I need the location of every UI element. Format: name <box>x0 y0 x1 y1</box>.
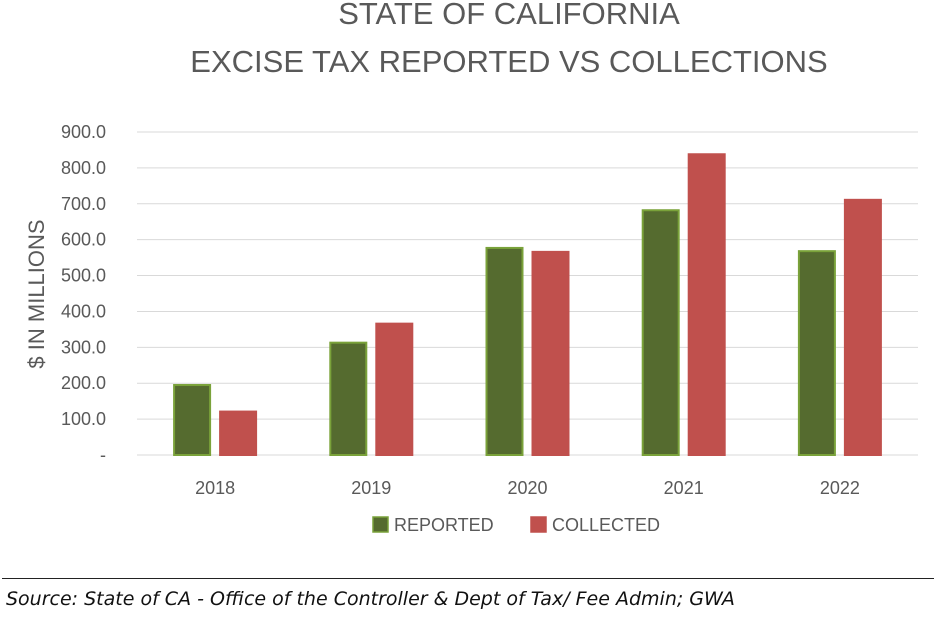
y-tick-label: 600.0 <box>61 230 106 250</box>
y-axis-title: $ IN MILLIONS <box>24 219 49 368</box>
y-tick-label: 400.0 <box>61 301 106 321</box>
y-tick-label: 200.0 <box>61 373 106 393</box>
bar-collected-2018 <box>219 410 258 456</box>
chart-title: STATE OF CALIFORNIA EXCISE TAX REPORTED V… <box>190 0 827 79</box>
bar-collected-2022 <box>843 198 882 456</box>
legend-label-collected: COLLECTED <box>552 515 660 535</box>
y-tick-label: - <box>100 445 106 465</box>
source-divider <box>2 578 934 579</box>
bar-collected-2020 <box>531 250 570 456</box>
x-tick-label: 2022 <box>820 478 860 498</box>
x-tick-label: 2018 <box>195 478 235 498</box>
source-note: Source: State of CA - Office of the Cont… <box>6 588 735 610</box>
gridlines <box>137 131 918 456</box>
y-tick-label: 900.0 <box>61 122 106 142</box>
bar-collected-2019 <box>375 322 414 456</box>
legend-swatch-reported <box>372 516 389 533</box>
x-tick-label: 2019 <box>351 478 391 498</box>
chart-title-line-1: STATE OF CALIFORNIA <box>338 0 680 31</box>
x-tick-label: 2020 <box>507 478 547 498</box>
bar-reported-2018 <box>173 384 212 456</box>
bar-reported-2021 <box>641 209 680 456</box>
y-tick-label: 700.0 <box>61 194 106 214</box>
x-tick-label: 2021 <box>664 478 704 498</box>
legend-swatch-collected <box>530 516 547 533</box>
bars <box>173 153 882 457</box>
x-axis-categories: 2018 2019 2020 2021 2022 <box>195 478 860 498</box>
chart-title-line-2: EXCISE TAX REPORTED VS COLLECTIONS <box>190 44 827 79</box>
y-tick-label: 800.0 <box>61 158 106 178</box>
legend: REPORTED COLLECTED <box>372 515 660 535</box>
bar-reported-2019 <box>329 341 368 457</box>
legend-label-reported: REPORTED <box>394 515 494 535</box>
bar-reported-2020 <box>485 246 524 456</box>
y-axis-title-text: $ IN MILLIONS <box>24 219 49 368</box>
y-tick-label: 500.0 <box>61 266 106 286</box>
bar-collected-2021 <box>687 153 726 457</box>
y-axis-ticks: - 100.0 200.0 300.0 400.0 500.0 600.0 700.0 800.… <box>61 122 106 465</box>
y-tick-label: 100.0 <box>61 409 106 429</box>
bar-reported-2022 <box>797 250 836 456</box>
y-tick-label: 300.0 <box>61 337 106 357</box>
